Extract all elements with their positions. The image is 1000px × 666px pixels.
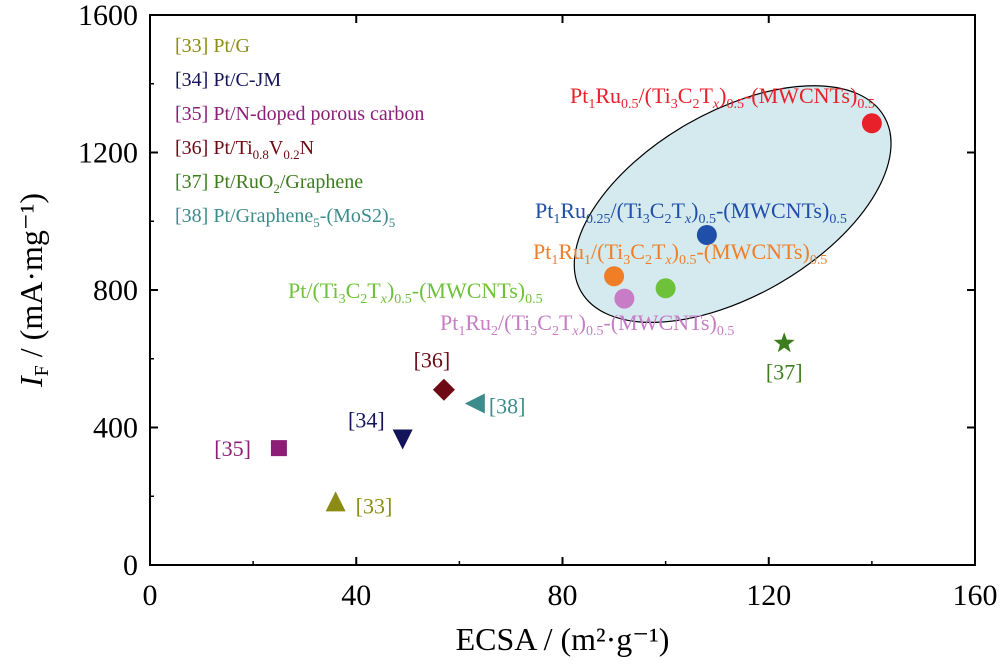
point-label: Pt/(Ti3​C2​Tx​)0.5​-(MWCNTs)0.5​ <box>288 278 543 307</box>
x-tick-label: 40 <box>341 579 371 612</box>
point-label: [33] <box>356 493 393 518</box>
legend-entry: [36] Pt/Ti0.8​V0.2​N <box>175 137 314 162</box>
x-tick-label: 160 <box>953 579 998 612</box>
marker-triangle-down <box>392 429 413 450</box>
point-label: [35] <box>214 436 251 461</box>
y-tick-label: 1200 <box>78 137 138 170</box>
marker-star <box>773 332 795 353</box>
marker-circle <box>614 288 635 309</box>
marker-square <box>270 440 287 457</box>
marker-triangle-up <box>325 491 346 512</box>
y-tick-label: 800 <box>93 274 138 307</box>
point-label: Pt1​Ru0.5​/(Ti3​C2​Tx​)0.5​-(MWCNTs)0.5​ <box>570 83 875 112</box>
legend-entry: [35] Pt/N-doped porous carbon <box>175 103 424 125</box>
y-tick-label: 400 <box>93 412 138 445</box>
y-tick-label: 1600 <box>78 0 138 32</box>
y-tick-label: 0 <box>123 549 138 582</box>
legend-entry: [37] Pt/RuO2​/Graphene <box>175 171 363 196</box>
marker-circle <box>861 113 882 134</box>
marker-circle <box>604 266 625 287</box>
legend-entry: [34] Pt/C-JM <box>175 69 281 91</box>
x-tick-label: 120 <box>746 579 791 612</box>
point-label: [37] <box>766 359 803 384</box>
marker-circle <box>696 225 717 245</box>
x-tick-label: 0 <box>143 579 158 612</box>
point-label: Pt1​Ru2​/(Ti3​C2​Tx​)0.5​-(MWCNTs)0.5​ <box>440 310 734 339</box>
highlight-ellipse <box>573 85 892 324</box>
marker-triangle-left <box>464 393 485 414</box>
marker-diamond <box>432 378 455 401</box>
x-tick-label: 80 <box>548 579 578 612</box>
marker-circle <box>655 278 676 299</box>
y-axis-title: IF / (mA·mg⁻¹) <box>13 193 53 388</box>
point-label: [36] <box>414 348 451 373</box>
point-label: Pt1​Ru0.25​/(Ti3​C2​Tx​)0.5​-(MWCNTs)0.5… <box>535 198 847 227</box>
legend-entry: [38] Pt/Graphene5​-(MoS2)5​ <box>175 205 395 230</box>
point-label: [38] <box>489 393 526 418</box>
legend-entry: [33] Pt/G <box>175 35 250 57</box>
x-axis-title: ECSA / (m²·g⁻¹) <box>456 621 670 657</box>
point-label: Pt1​Ru1​/(Ti3​C2​Tx​)0.5​-(MWCNTs)0.5​ <box>533 239 827 268</box>
point-label: [34] <box>348 408 385 433</box>
